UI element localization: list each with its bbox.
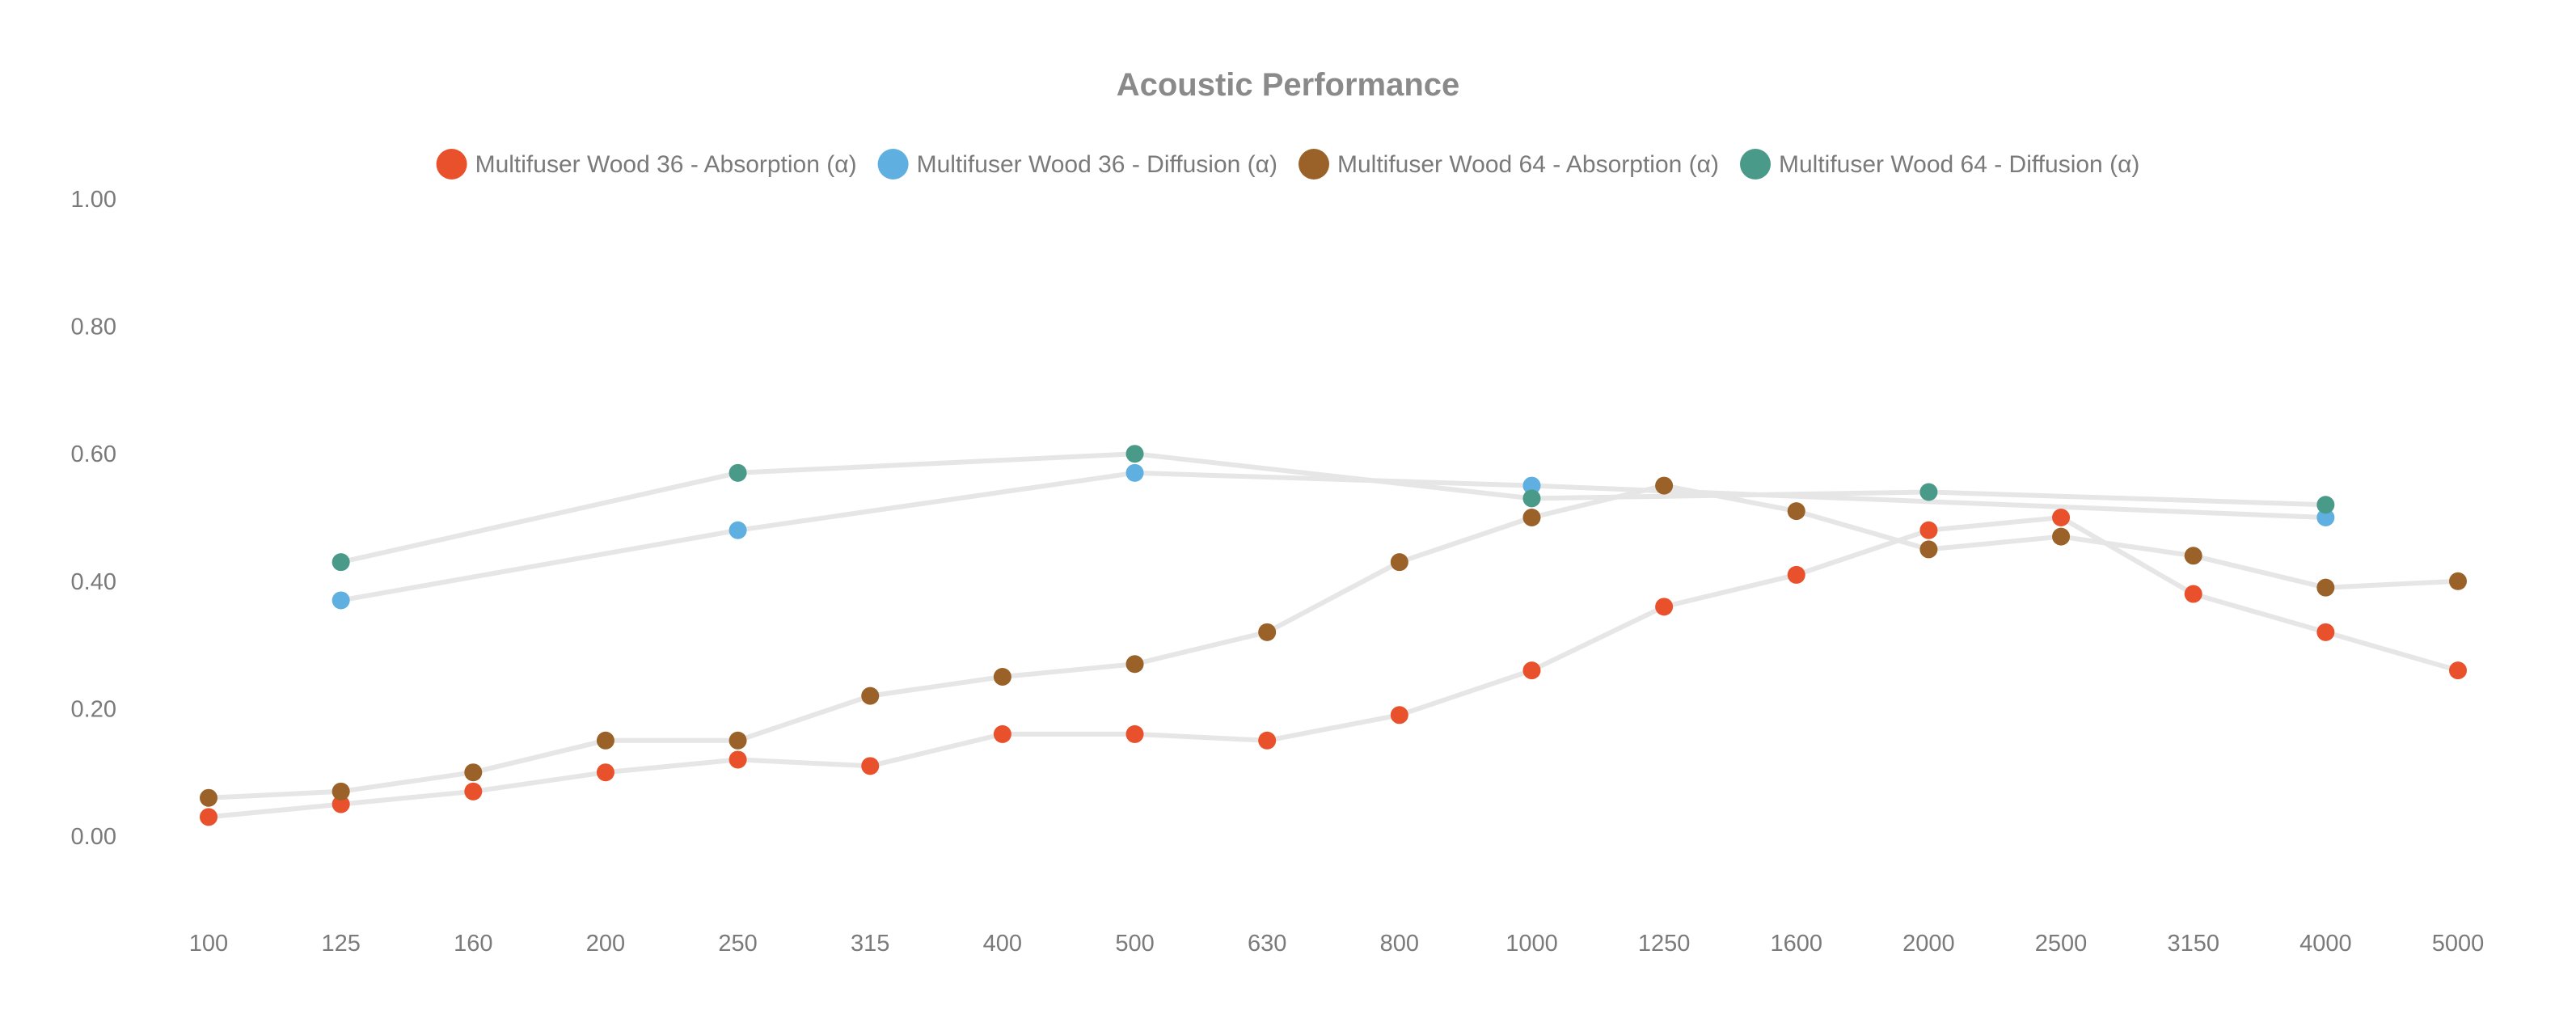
legend-label: Multifuser Wood 36 - Diffusion (α) [917, 151, 1277, 178]
data-point[interactable] [2052, 509, 2071, 526]
data-point[interactable] [1390, 553, 1408, 572]
legend-marker-icon [436, 149, 467, 180]
x-tick-label: 315 [851, 931, 889, 957]
data-point[interactable] [1655, 598, 1674, 616]
legend-marker-icon [1299, 149, 1329, 180]
data-point[interactable] [332, 782, 350, 801]
x-tick-label: 160 [454, 931, 492, 957]
data-point[interactable] [1522, 476, 1541, 495]
x-tick-label: 200 [586, 931, 625, 957]
legend-label: Multifuser Wood 64 - Absorption (α) [1337, 151, 1719, 178]
data-point[interactable] [464, 763, 483, 782]
data-point[interactable] [1655, 476, 1674, 495]
data-point[interactable] [993, 668, 1011, 686]
data-point[interactable] [861, 757, 880, 775]
x-tick-label: 1600 [1771, 931, 1823, 957]
data-point[interactable] [1390, 706, 1408, 724]
y-tick-label: 0.80 [71, 315, 116, 340]
data-point[interactable] [596, 731, 614, 750]
series-points [200, 445, 2467, 826]
data-point[interactable] [1522, 489, 1541, 508]
data-point[interactable] [2052, 527, 2071, 546]
data-point[interactable] [2316, 509, 2335, 526]
chart-title: Acoustic Performance [1117, 67, 1460, 103]
x-tick-label: 100 [189, 931, 228, 957]
legend-label: Multifuser Wood 36 - Absorption (α) [475, 151, 857, 178]
data-point[interactable] [2316, 578, 2335, 597]
data-point[interactable] [1125, 655, 1144, 674]
x-tick-label: 1250 [1638, 931, 1691, 957]
data-point[interactable] [728, 521, 747, 539]
series-line [340, 470, 2326, 603]
data-point[interactable] [2316, 496, 2335, 514]
x-tick-label: 2000 [1902, 931, 1955, 957]
data-point[interactable] [1522, 509, 1541, 526]
legend-label: Multifuser Wood 64 - Diffusion (α) [1779, 151, 2139, 178]
data-point[interactable] [2316, 623, 2335, 641]
data-point[interactable] [728, 463, 747, 482]
data-point[interactable] [1522, 661, 1541, 680]
data-point[interactable] [2184, 585, 2202, 603]
x-tick-label: 2500 [2035, 931, 2088, 957]
data-point[interactable] [861, 686, 880, 705]
data-point[interactable] [1787, 565, 1805, 584]
legend-item[interactable]: Multifuser Wood 36 - Absorption (α) [436, 149, 857, 180]
legend-marker-icon [877, 149, 909, 180]
data-point[interactable] [2449, 661, 2467, 680]
data-point[interactable] [1919, 521, 1938, 539]
x-tick-label: 800 [1380, 931, 1419, 957]
data-point[interactable] [596, 763, 614, 782]
legend-item[interactable]: Multifuser Wood 36 - Diffusion (α) [877, 149, 1277, 180]
data-point[interactable] [1125, 445, 1144, 463]
data-point[interactable] [1125, 724, 1144, 743]
series-line [340, 451, 2326, 565]
data-point[interactable] [1919, 483, 1938, 501]
data-point[interactable] [1787, 502, 1805, 521]
data-point[interactable] [2449, 572, 2467, 590]
x-tick-label: 250 [718, 931, 757, 957]
data-point[interactable] [728, 750, 747, 769]
x-axis: 100 125 160 200 250 315 400 500 630 800 1000 1250 16… [189, 931, 2484, 957]
x-tick-label: 5000 [2432, 931, 2485, 957]
x-tick-label: 500 [1115, 931, 1154, 957]
x-tick-label: 630 [1248, 931, 1286, 957]
y-tick-label: 1.00 [71, 187, 116, 213]
data-point[interactable] [464, 782, 483, 801]
series-line [208, 515, 2459, 820]
x-tick-label: 125 [321, 931, 360, 957]
legend-item[interactable]: Multifuser Wood 64 - Absorption (α) [1299, 149, 1719, 180]
data-point[interactable] [1125, 463, 1144, 482]
y-tick-label: 0.00 [71, 824, 116, 850]
data-point[interactable] [1258, 623, 1277, 641]
y-tick-label: 0.60 [71, 441, 116, 467]
series-line [208, 483, 2459, 801]
legend-item[interactable]: Multifuser Wood 64 - Diffusion (α) [1740, 149, 2139, 180]
data-point[interactable] [728, 731, 747, 750]
data-point[interactable] [993, 724, 1011, 743]
x-tick-label: 1000 [1505, 931, 1558, 957]
data-point[interactable] [1919, 540, 1938, 559]
legend: Multifuser Wood 36 - Absorption (α) Multi… [436, 149, 2139, 180]
data-point[interactable] [200, 788, 217, 807]
x-tick-label: 4000 [2299, 931, 2352, 957]
y-tick-label: 0.40 [71, 569, 116, 595]
data-point[interactable] [332, 553, 350, 572]
series-lines [208, 451, 2459, 820]
data-point[interactable] [200, 808, 217, 826]
data-point[interactable] [332, 795, 350, 813]
y-tick-label: 0.20 [71, 696, 116, 722]
y-axis: 0.00 0.20 0.40 0.60 0.80 1.00 [71, 187, 116, 850]
x-tick-label: 400 [983, 931, 1022, 957]
data-point[interactable] [1258, 731, 1277, 750]
x-tick-label: 3150 [2167, 931, 2219, 957]
data-point[interactable] [332, 591, 350, 610]
legend-marker-icon [1740, 149, 1771, 180]
data-point[interactable] [2184, 547, 2202, 565]
